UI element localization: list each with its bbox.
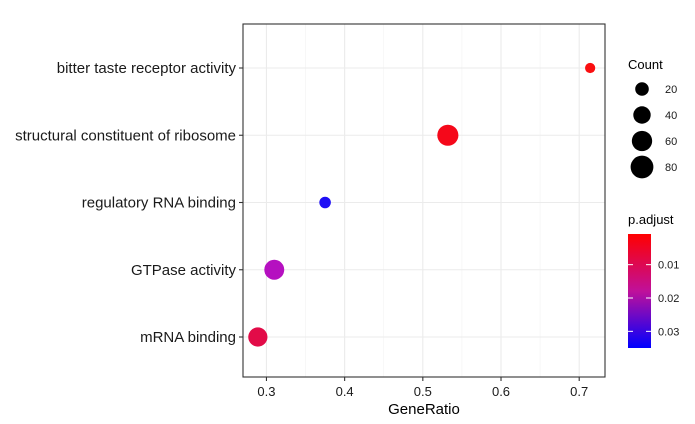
count-legend-label: 20	[665, 84, 677, 96]
x-tick-label: 0.6	[492, 384, 510, 399]
x-axis: 0.3 0.4 0.5 0.6 0.7	[257, 377, 588, 399]
plot-panel	[242, 23, 606, 378]
colorbar-tick-label: 0.02	[658, 293, 679, 305]
count-legend-key	[633, 106, 651, 124]
count-legend-label: 80	[665, 162, 677, 174]
x-tick-label: 0.7	[570, 384, 588, 399]
count-legend-label: 40	[665, 110, 677, 122]
count-legend-title: Count	[628, 57, 663, 72]
panel-background	[243, 24, 605, 377]
count-legend-key	[630, 155, 654, 179]
data-point	[437, 124, 459, 146]
x-axis-title: GeneRatio	[388, 401, 460, 418]
x-tick-label: 0.5	[414, 384, 432, 399]
data-point	[248, 327, 268, 347]
y-axis: bitter taste receptor activity structural…	[15, 60, 243, 346]
data-point	[319, 196, 331, 209]
data-points	[248, 62, 596, 347]
y-tick-label: GTPase activity	[131, 262, 237, 279]
x-tick-label: 0.4	[336, 384, 354, 399]
y-tick-label: bitter taste receptor activity	[57, 60, 237, 77]
data-point	[585, 62, 596, 74]
x-tick-label: 0.3	[257, 384, 275, 399]
p-adjust-legend-title: p.adjust	[628, 212, 674, 227]
count-legend-key	[631, 130, 653, 152]
count-legend: Count 20 40 60 80	[628, 57, 677, 179]
p-adjust-legend: p.adjust 0.01 0.02 0.03	[628, 212, 679, 348]
data-point	[264, 259, 285, 280]
count-legend-key	[635, 82, 649, 96]
p-adjust-colorbar	[628, 234, 651, 348]
panel-border	[242, 23, 606, 378]
y-tick-label: mRNA binding	[140, 329, 236, 346]
colorbar-tick-label: 0.01	[658, 260, 679, 272]
count-legend-label: 60	[665, 136, 677, 148]
colorbar-tick-label: 0.03	[658, 326, 679, 338]
y-tick-label: structural constituent of ribosome	[15, 127, 236, 144]
y-tick-label: regulatory RNA binding	[82, 195, 236, 212]
